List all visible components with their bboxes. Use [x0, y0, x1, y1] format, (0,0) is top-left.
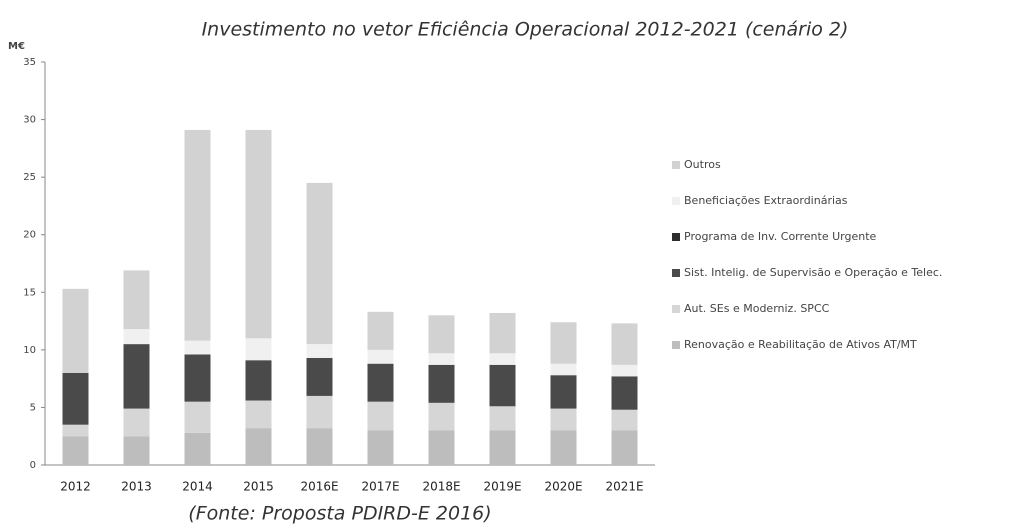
bar-segment	[489, 353, 516, 365]
bar-segment	[367, 311, 394, 350]
bar-segment	[184, 401, 211, 433]
bar-segment	[428, 353, 455, 365]
bar-segment	[306, 182, 333, 345]
bar-segment	[306, 395, 333, 429]
bar-segment	[611, 323, 638, 365]
y-tick-label: 10	[23, 345, 36, 356]
bar-segment	[123, 408, 150, 437]
bar-segment	[306, 428, 333, 465]
bar-segment	[611, 430, 638, 465]
x-tick-label: 2015	[243, 480, 274, 494]
x-tick-label: 2012	[60, 480, 91, 494]
y-tick-label: 15	[23, 287, 36, 298]
bar-segment	[306, 357, 333, 396]
bar-segment	[367, 349, 394, 364]
x-tick-label: 2017E	[361, 480, 399, 494]
bar-segment	[62, 424, 89, 437]
y-tick-label: 20	[23, 230, 36, 241]
legend-label: Renovação e Reabilitação de Ativos AT/MT	[684, 338, 917, 351]
bar-segment	[62, 436, 89, 465]
bar-segment	[245, 428, 272, 465]
legend-label: Sist. Intelig. de Supervisão e Operação …	[684, 266, 942, 279]
bar-segment	[550, 363, 577, 376]
legend-swatch	[672, 197, 680, 205]
chart-title: Investimento no vetor Eficiência Operaci…	[202, 19, 849, 41]
bar-segment	[428, 430, 455, 465]
bar-segment	[550, 375, 577, 409]
x-tick-label: 2021E	[605, 480, 643, 494]
bar-segment	[245, 360, 272, 401]
bar-segment	[62, 288, 89, 373]
bar-segment	[550, 408, 577, 431]
x-tick-label: 2018E	[422, 480, 460, 494]
y-tick-label: 5	[30, 402, 36, 413]
legend-swatch	[672, 341, 680, 349]
bar-segment	[428, 364, 455, 403]
y-tick-label: 35	[23, 57, 36, 68]
bar-segment	[123, 329, 150, 345]
bar-segment	[489, 406, 516, 431]
y-axis-label: M€	[8, 41, 25, 52]
bar-segment	[611, 364, 638, 377]
legend-swatch	[672, 305, 680, 313]
bar-segment	[62, 372, 89, 425]
bar-segment	[184, 432, 211, 465]
bar-segment	[306, 344, 333, 358]
x-tick-label: 2016E	[300, 480, 338, 494]
y-tick-label: 0	[30, 460, 36, 471]
legend-swatch	[672, 269, 680, 277]
bar-segment	[367, 430, 394, 465]
bar-segment	[611, 376, 638, 410]
x-tick-label: 2014	[182, 480, 213, 494]
legend-label: Outros	[684, 158, 721, 171]
bar-segment	[489, 364, 516, 407]
bar-segment	[184, 354, 211, 402]
legend-label: Aut. SEs e Moderniz. SPCC	[684, 302, 830, 315]
source: (Fonte: Proposta PDIRD-E 2016)	[188, 503, 491, 525]
bar-segment	[245, 338, 272, 361]
bar-segment	[550, 430, 577, 465]
y-tick-label: 25	[23, 172, 36, 183]
bar-segment	[184, 129, 211, 341]
bar-segment	[123, 270, 150, 330]
bar-segment	[367, 363, 394, 402]
y-tick-label: 30	[23, 115, 36, 126]
bar-segment	[123, 344, 150, 409]
x-tick-label: 2020E	[544, 480, 582, 494]
bar-segment	[428, 402, 455, 431]
x-tick-label: 2013	[121, 480, 152, 494]
bar-segment	[489, 313, 516, 354]
bar-segment	[489, 430, 516, 465]
bar-segment	[550, 322, 577, 364]
bar-segment	[245, 129, 272, 339]
legend-swatch	[672, 161, 680, 169]
legend-label: Beneficiações Extraordinárias	[684, 194, 848, 207]
bar-segment	[367, 401, 394, 431]
x-tick-label: 2019E	[483, 480, 521, 494]
bar-segment	[611, 409, 638, 431]
bar-segment	[184, 340, 211, 355]
bar-segment	[245, 400, 272, 429]
bar-segment	[428, 315, 455, 354]
legend-swatch	[672, 233, 680, 241]
legend-label: Programa de Inv. Corrente Urgente	[684, 230, 877, 243]
bar-segment	[123, 436, 150, 465]
